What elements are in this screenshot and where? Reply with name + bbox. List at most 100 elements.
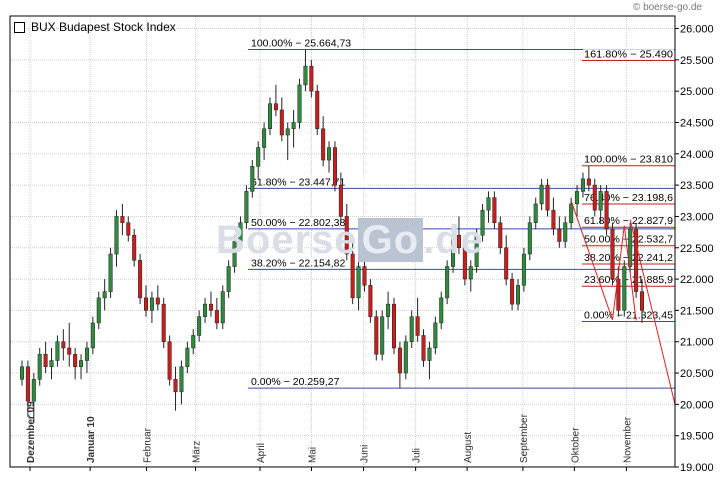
y-tick-label: 22.500 <box>680 243 714 255</box>
candle-body <box>84 347 89 361</box>
candle-body <box>622 266 627 311</box>
candle-body <box>634 228 639 292</box>
candle-body <box>267 103 273 129</box>
fib-level-label: 61.80% − 23.447,71 <box>251 176 345 188</box>
candle-body <box>350 253 355 299</box>
candle-body <box>291 122 296 130</box>
candle-body <box>462 247 467 280</box>
fib-level-label: 0.00% − 20.259,27 <box>251 376 340 388</box>
watermark-right: .de <box>423 218 484 262</box>
candle-body <box>197 316 202 336</box>
candle-body <box>132 234 137 261</box>
candle-body <box>592 184 597 211</box>
candle-body <box>155 297 160 305</box>
candle-body <box>421 335 426 361</box>
candle-body <box>220 291 225 324</box>
candle-body <box>521 253 526 286</box>
candle-body <box>256 147 261 167</box>
candle-body <box>309 65 314 92</box>
fib-level-label: 161.80% − 25.490 <box>584 48 673 60</box>
fib-level-label: 23.60% − 21.885,9 <box>584 274 673 286</box>
y-tick-label: 19.000 <box>680 462 714 474</box>
candle-body <box>321 128 326 161</box>
legend: BUX Budapest Stock Index <box>14 20 176 34</box>
x-tick-label: Mai <box>307 447 318 463</box>
candle-body <box>126 222 131 236</box>
candle-body <box>569 203 574 223</box>
candle-body <box>25 366 30 402</box>
candle-body <box>279 109 284 136</box>
x-tick-label: Februar <box>143 427 154 463</box>
candle-body <box>285 128 290 136</box>
fib-level-label: 50.00% − 22.802,38 <box>251 217 345 229</box>
fib-level-label: 100.00% − 25.664,73 <box>251 38 351 50</box>
y-tick-label: 25.500 <box>680 55 714 67</box>
legend-swatch-icon <box>14 21 25 33</box>
fib-level-label: 38.20% − 22.154,82 <box>251 257 345 269</box>
fib-label-bg <box>583 192 674 204</box>
x-tick-label: November <box>622 416 633 463</box>
candle-body <box>114 216 119 255</box>
candle-body <box>445 266 450 299</box>
candle-body <box>639 291 645 311</box>
candle-body <box>149 297 154 311</box>
candle-body <box>527 222 532 255</box>
watermark: Boerse Go .de <box>216 218 484 263</box>
fib-label-bg <box>250 216 368 228</box>
candle-body <box>439 297 444 324</box>
candle-body <box>90 322 95 349</box>
candle-body <box>451 234 456 267</box>
candle-body <box>510 278 515 305</box>
candle-body <box>273 103 278 111</box>
candle-body <box>138 260 143 299</box>
fib-label-bg <box>250 37 368 49</box>
chart-title: BUX Budapest Stock Index <box>31 20 176 34</box>
candle-body <box>409 316 414 342</box>
trendline-segment <box>611 225 625 320</box>
candle-body <box>380 316 385 355</box>
candle-body <box>120 216 125 223</box>
y-tick-label: 23.500 <box>680 180 714 192</box>
candle-body <box>161 303 166 342</box>
candle-body <box>297 84 302 123</box>
candle-body <box>344 216 349 255</box>
candle-body <box>533 203 538 223</box>
candle-body <box>108 253 113 292</box>
candle-body <box>616 278 621 311</box>
y-tick-label: 19.500 <box>680 431 714 443</box>
x-tick-label: Oktober <box>570 427 581 463</box>
fib-level-label: 0.00% − 21.323,45 <box>584 309 673 321</box>
fib-level-label: 61.80% − 22.827,9 <box>584 215 673 227</box>
candle-body <box>143 297 149 311</box>
x-tick-label: August <box>463 432 474 463</box>
candle-body <box>262 128 267 148</box>
candle-body <box>628 228 633 267</box>
candle-body <box>73 354 78 368</box>
candle-body <box>37 354 42 380</box>
candle-body <box>185 347 190 368</box>
candle-body <box>179 366 184 393</box>
fib-level-label: 100.00% − 23.810 <box>584 154 673 166</box>
source-label[interactable]: © boerse-go.de <box>633 2 702 13</box>
y-tick-label: 24.500 <box>680 117 714 129</box>
candle-body <box>244 191 249 223</box>
copyright-icon: © <box>632 2 641 13</box>
grid-lines <box>10 16 675 468</box>
candle-body <box>208 303 213 311</box>
y-tick-label: 24.000 <box>680 149 714 161</box>
candle-body <box>203 303 208 317</box>
candle-body <box>315 90 320 129</box>
candle-body <box>563 222 568 242</box>
candle-body <box>362 266 367 286</box>
trendlines <box>570 200 676 405</box>
candle-body <box>598 191 603 211</box>
candle-body <box>250 166 255 192</box>
trendline-projection <box>629 219 676 405</box>
candle-body <box>580 178 585 192</box>
fib-label-bg <box>583 274 674 286</box>
candle-body <box>232 241 237 267</box>
y-tick-label: 26.000 <box>680 24 714 36</box>
candle-body <box>575 191 580 205</box>
